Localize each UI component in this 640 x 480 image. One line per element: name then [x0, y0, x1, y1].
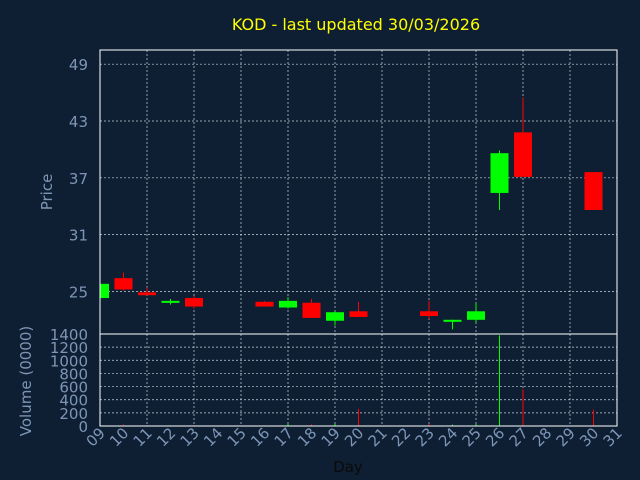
candle-body — [255, 301, 274, 307]
candle-body — [161, 300, 180, 303]
candle-body — [490, 153, 509, 193]
candle-body — [326, 312, 344, 321]
x-ticks: 0910111213141516171819202122232425262728… — [83, 424, 626, 450]
candle-body — [514, 132, 532, 177]
price-tick-label: 49 — [69, 56, 88, 74]
volume-tick-label: 600 — [59, 379, 88, 397]
candle-body — [349, 311, 368, 317]
x-axis-label: Day — [333, 458, 363, 476]
price-tick-label: 37 — [69, 170, 88, 188]
candle-body — [302, 302, 321, 318]
price-candles — [99, 97, 603, 330]
candle-body — [114, 278, 133, 290]
price-axis-label: Price — [38, 174, 56, 211]
candle-body — [443, 319, 462, 322]
volume-panel-frame — [99, 333, 618, 427]
price-grid — [100, 50, 617, 334]
candle-body — [185, 298, 203, 307]
candle-body — [100, 283, 109, 299]
volume-tick-label: 1200 — [50, 339, 88, 357]
candle-body — [467, 311, 485, 320]
candle-body — [420, 311, 438, 317]
volume-tick-label: 400 — [59, 392, 88, 410]
candle-body — [584, 172, 603, 210]
volume-tick-label: 1400 — [50, 326, 88, 344]
volume-tick-label: 0 — [78, 418, 88, 436]
volume-axis-label: Volume (0000) — [17, 326, 35, 436]
volume-tick-label: 1000 — [50, 352, 88, 370]
chart-title: KOD - last updated 30/03/2026 — [232, 15, 480, 34]
candle-body — [279, 300, 297, 308]
volume-tick-label: 200 — [59, 405, 88, 423]
price-tick-label: 43 — [69, 113, 88, 131]
price-y-ticks: 25 31 37 43 49 — [69, 56, 88, 301]
price-tick-label: 31 — [69, 227, 88, 245]
volume-tick-label: 800 — [59, 365, 88, 383]
candle-body — [138, 292, 156, 296]
price-tick-label: 25 — [69, 283, 88, 301]
